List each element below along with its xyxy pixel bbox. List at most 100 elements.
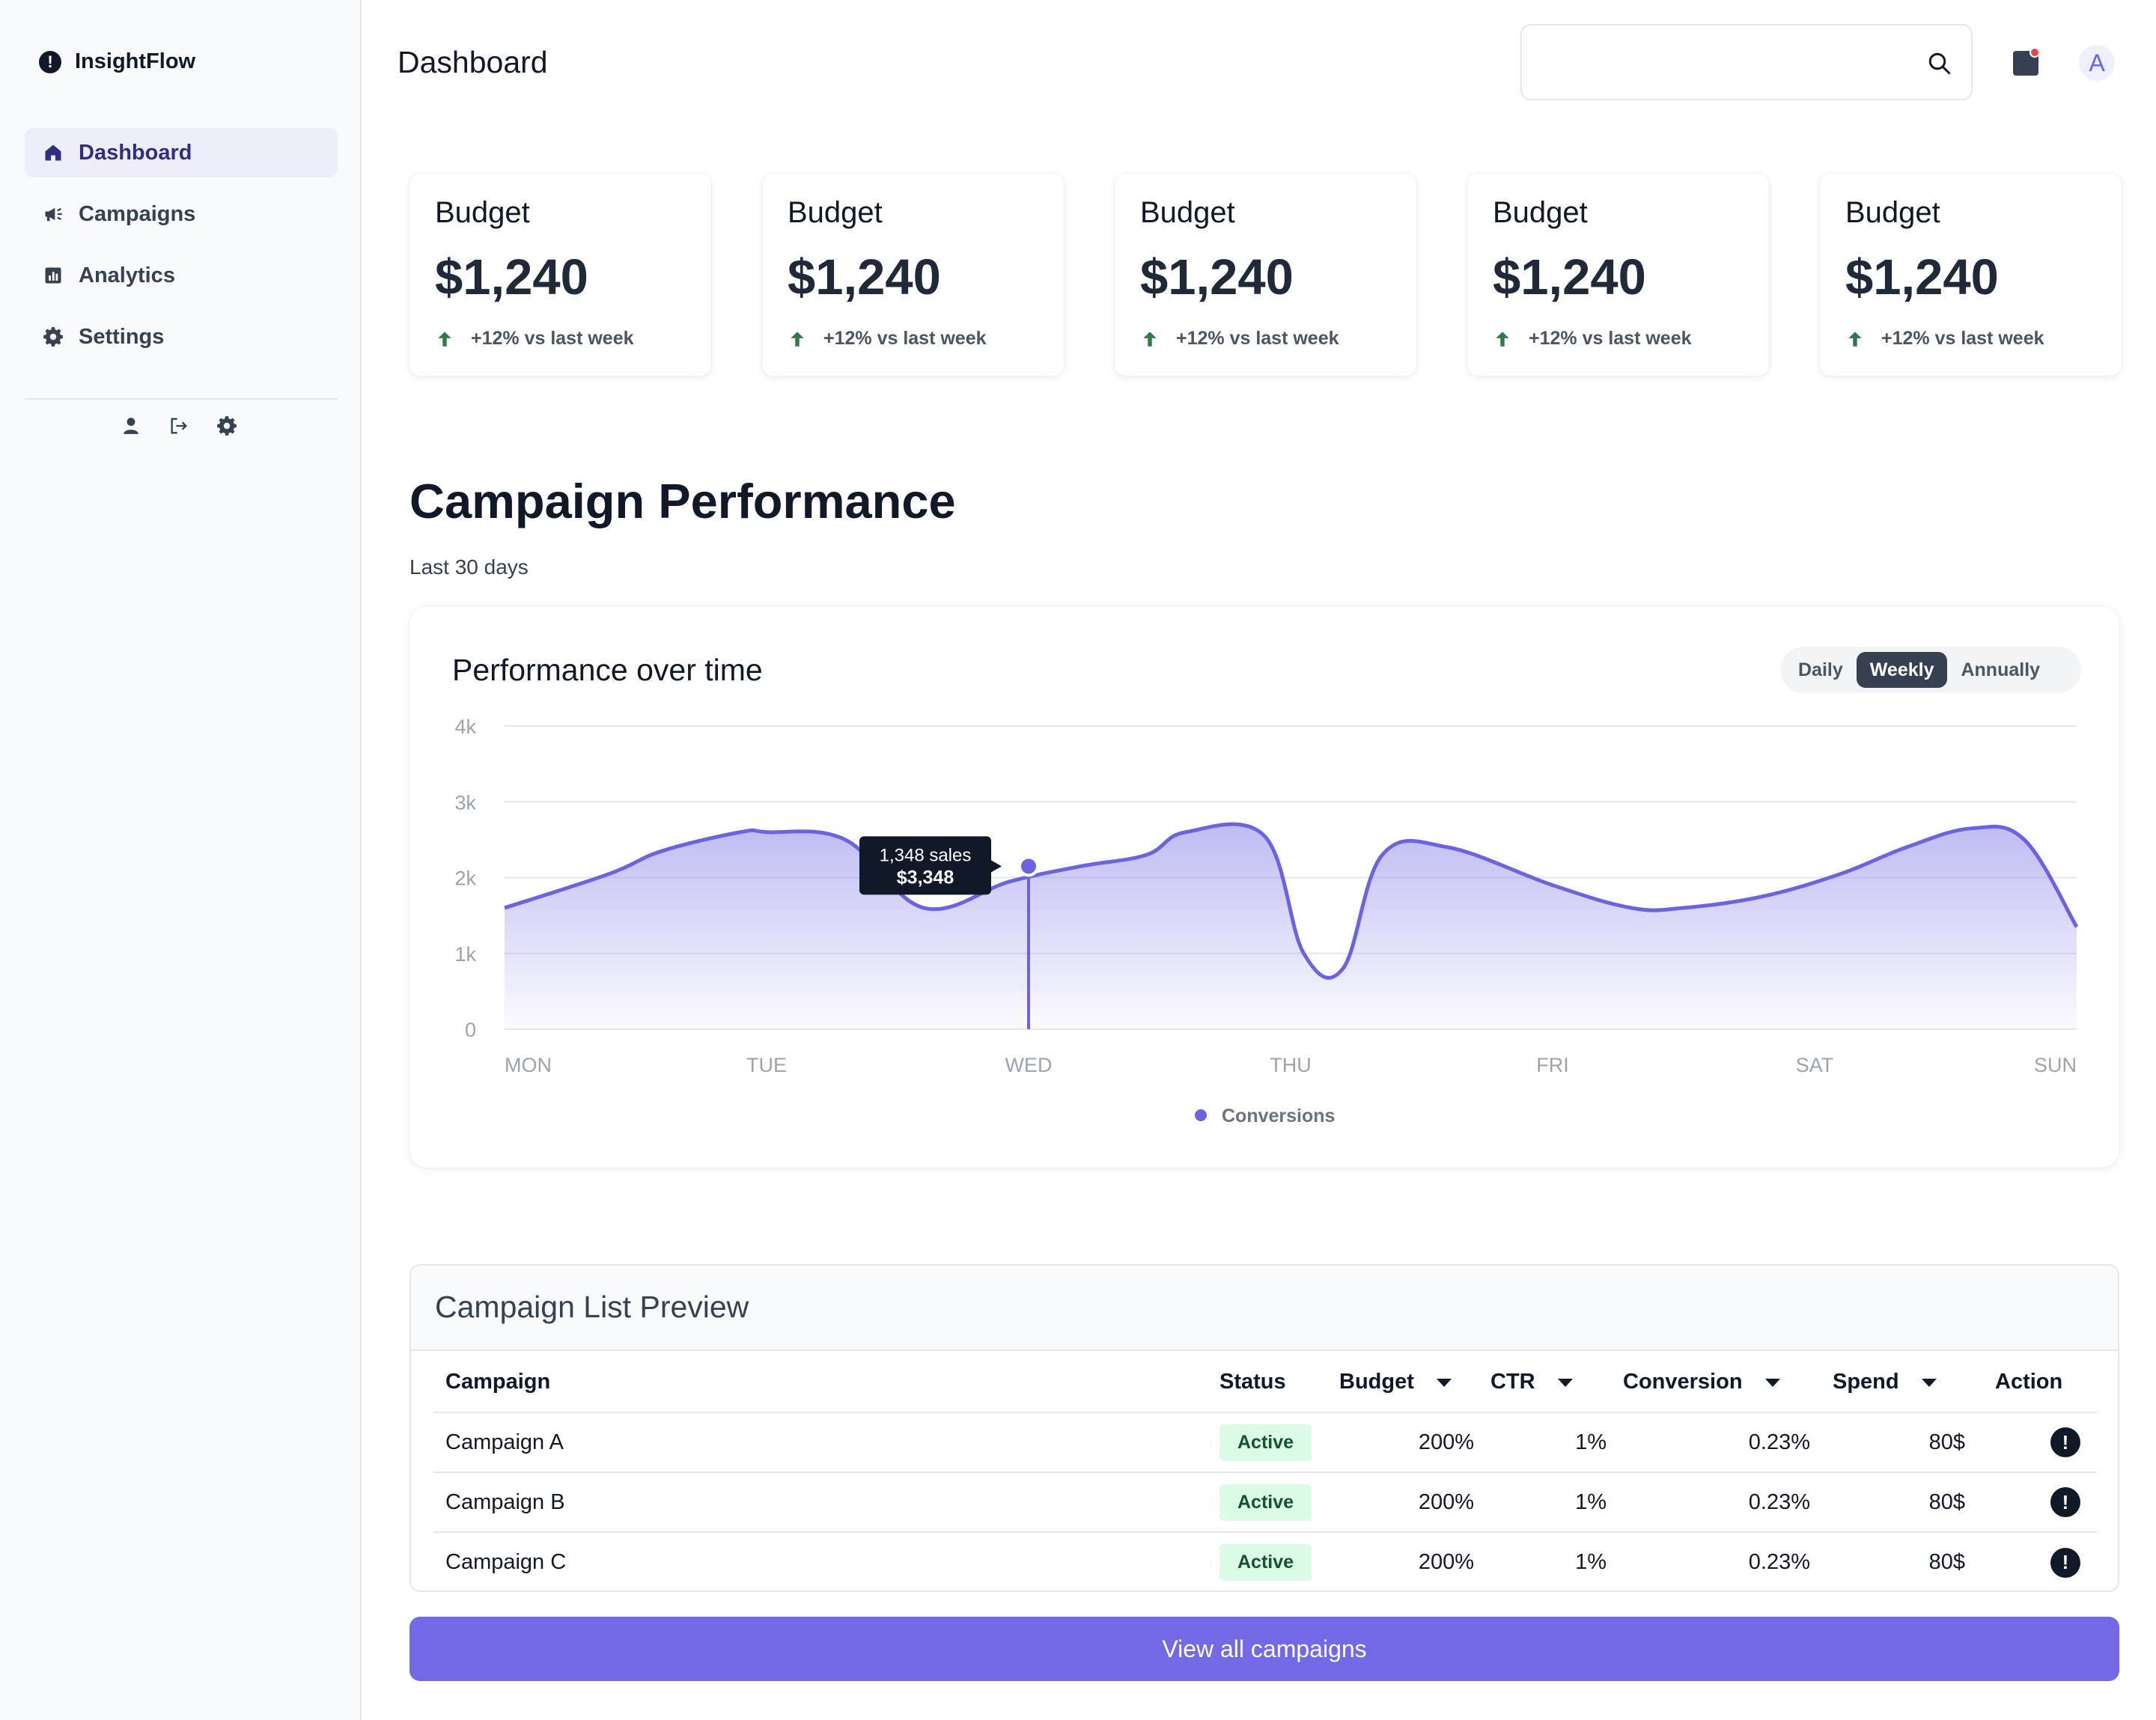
kpi-card: Budget $1,240 +12% vs last week <box>409 174 711 376</box>
status-badge: Active <box>1219 1424 1312 1461</box>
table-row[interactable]: Campaign B Active 200% 1% 0.23% 80$ ! <box>433 1472 2097 1533</box>
range-weekly-button[interactable]: Weekly <box>1856 652 1948 688</box>
sort-caret-icon[interactable] <box>1436 1378 1452 1387</box>
card-title: Campaign List Preview <box>435 1290 749 1324</box>
megaphone-icon <box>45 207 62 222</box>
kpi-delta: +12% vs last week <box>1845 328 2044 350</box>
campaign-list-card: Campaign List Preview Campaign Status Bu… <box>409 1264 2119 1592</box>
column-header-status: Status <box>1219 1352 1339 1413</box>
legend-label: Conversions <box>1222 1106 1335 1126</box>
arrow-up-icon <box>1496 331 1509 347</box>
x-tick-label: THU <box>1270 1054 1312 1076</box>
campaign-name[interactable]: Campaign B <box>433 1472 1219 1533</box>
campaign-name[interactable]: Campaign A <box>433 1412 1219 1473</box>
sidebar-footer <box>120 413 238 439</box>
sidebar-item-dashboard[interactable]: Dashboard <box>25 128 338 177</box>
range-toggle: Daily Weekly Annually <box>1780 647 2081 693</box>
column-header-label: Spend <box>1833 1370 1899 1394</box>
section-title: Campaign Performance <box>409 474 956 528</box>
alert-icon[interactable]: ! <box>2050 1427 2080 1457</box>
tooltip-value: $3,348 <box>897 867 954 888</box>
y-tick-label: 3k <box>454 791 476 814</box>
series-line <box>504 822 2079 980</box>
column-header-spend[interactable]: Spend <box>1810 1352 1965 1413</box>
kpi-card: Budget $1,240 +12% vs last week <box>1115 174 1416 376</box>
x-tick-label: TUE <box>746 1054 787 1076</box>
column-header-label: Conversion <box>1623 1370 1743 1394</box>
sidebar-nav: Dashboard Campaigns Analytics Settings <box>25 128 338 373</box>
user-icon[interactable] <box>120 413 142 439</box>
kpi-value: $1,240 <box>1140 249 1294 305</box>
campaign-name[interactable]: Campaign C <box>445 1550 567 1574</box>
kpi-delta: +12% vs last week <box>1493 328 1692 350</box>
y-tick-label: 1k <box>454 943 476 966</box>
sort-caret-icon[interactable] <box>1557 1378 1573 1387</box>
chart-card: Performance over time Daily Weekly Annua… <box>409 606 2119 1168</box>
kpi-value: $1,240 <box>1493 249 1646 305</box>
sidebar: ! InsightFlow Dashboard Campaigns Analyt… <box>0 0 362 1720</box>
x-tick-label: SAT <box>1796 1054 1834 1076</box>
logo-icon: ! <box>39 50 61 73</box>
search-box[interactable] <box>1520 24 1973 100</box>
kpi-delta: +12% vs last week <box>1140 328 1339 350</box>
kpi-delta-text: +12% vs last week <box>1881 328 2044 349</box>
kpi-delta: +12% vs last week <box>435 328 634 350</box>
arrow-up-icon <box>791 331 804 347</box>
gear-icon[interactable] <box>216 413 238 439</box>
column-header-budget[interactable]: Budget <box>1339 1352 1474 1413</box>
search-input[interactable] <box>1537 40 1911 85</box>
kpi-delta-text: +12% vs last week <box>1176 328 1339 349</box>
ctr-cell: 1% <box>1474 1472 1607 1533</box>
search-icon[interactable] <box>1926 50 1953 77</box>
tooltip <box>859 836 991 895</box>
range-daily-button[interactable]: Daily <box>1798 659 1843 680</box>
chart-icon <box>45 267 61 284</box>
conversion-cell: 0.23% <box>1607 1412 1810 1473</box>
tooltip-label: 1,348 sales <box>880 845 972 865</box>
x-tick-label: SUN <box>2034 1054 2077 1076</box>
budget-cell: 200% <box>1339 1472 1474 1533</box>
column-header-label: Budget <box>1339 1370 1414 1394</box>
kpi-delta-text: +12% vs last week <box>1529 328 1692 349</box>
arrow-up-icon <box>1143 331 1157 347</box>
kpi-label: Budget <box>1845 196 1940 229</box>
series-area <box>505 824 2077 1029</box>
kpi-delta-text: +12% vs last week <box>823 328 987 349</box>
alert-icon[interactable]: ! <box>2050 1547 2080 1578</box>
conversion-cell: 0.23% <box>1748 1550 1810 1574</box>
kpi-card: Budget $1,240 +12% vs last week <box>762 174 1064 376</box>
y-tick-label: 0 <box>465 1019 476 1041</box>
table-row[interactable]: Campaign C Active 200% 1% 0.23% 80$ ! <box>433 1532 2097 1591</box>
table-header-row: Campaign Status Budget CTR Conversion Sp… <box>433 1352 2097 1413</box>
chart-title: Performance over time <box>452 653 763 687</box>
notification-icon[interactable] <box>2012 48 2041 76</box>
column-header-ctr[interactable]: CTR <box>1474 1352 1607 1413</box>
column-header-conversion[interactable]: Conversion <box>1607 1352 1810 1413</box>
conversion-cell: 0.23% <box>1607 1472 1810 1533</box>
performance-chart: 0 1k 2k 3k 4k MON TUE WED THU FRI SAT SUN 1,348 sale… <box>454 716 2079 1126</box>
kpi-delta-text: +12% vs last week <box>471 328 634 349</box>
sidebar-divider <box>25 398 338 400</box>
brand[interactable]: ! InsightFlow <box>39 49 195 74</box>
alert-icon[interactable]: ! <box>2050 1487 2080 1517</box>
sort-caret-icon[interactable] <box>1764 1378 1780 1387</box>
sidebar-item-settings[interactable]: Settings <box>25 312 338 362</box>
view-all-campaigns-button[interactable]: View all campaigns <box>409 1617 2119 1681</box>
logout-icon[interactable] <box>168 413 190 439</box>
card-header <box>411 1266 2118 1351</box>
kpi-delta: +12% vs last week <box>788 328 987 350</box>
kpi-card: Budget $1,240 +12% vs last week <box>1467 174 1769 376</box>
kpi-value: $1,240 <box>788 249 941 305</box>
table-row[interactable]: Campaign A Active 200% 1% 0.23% 80$ ! <box>433 1412 2097 1473</box>
sidebar-item-campaigns[interactable]: Campaigns <box>25 189 338 239</box>
tooltip-pointer <box>991 860 1002 873</box>
x-tick-label: MON <box>505 1054 552 1076</box>
x-tick-label: WED <box>1005 1054 1053 1076</box>
avatar[interactable]: A <box>2079 45 2115 81</box>
sidebar-item-analytics[interactable]: Analytics <box>25 251 338 300</box>
budget-cell: 200% <box>1418 1550 1474 1574</box>
sort-caret-icon[interactable] <box>1921 1378 1937 1387</box>
legend-marker <box>1195 1109 1207 1121</box>
range-annually-button[interactable]: Annually <box>1961 659 2041 680</box>
spend-cell: 80$ <box>1810 1472 1965 1533</box>
